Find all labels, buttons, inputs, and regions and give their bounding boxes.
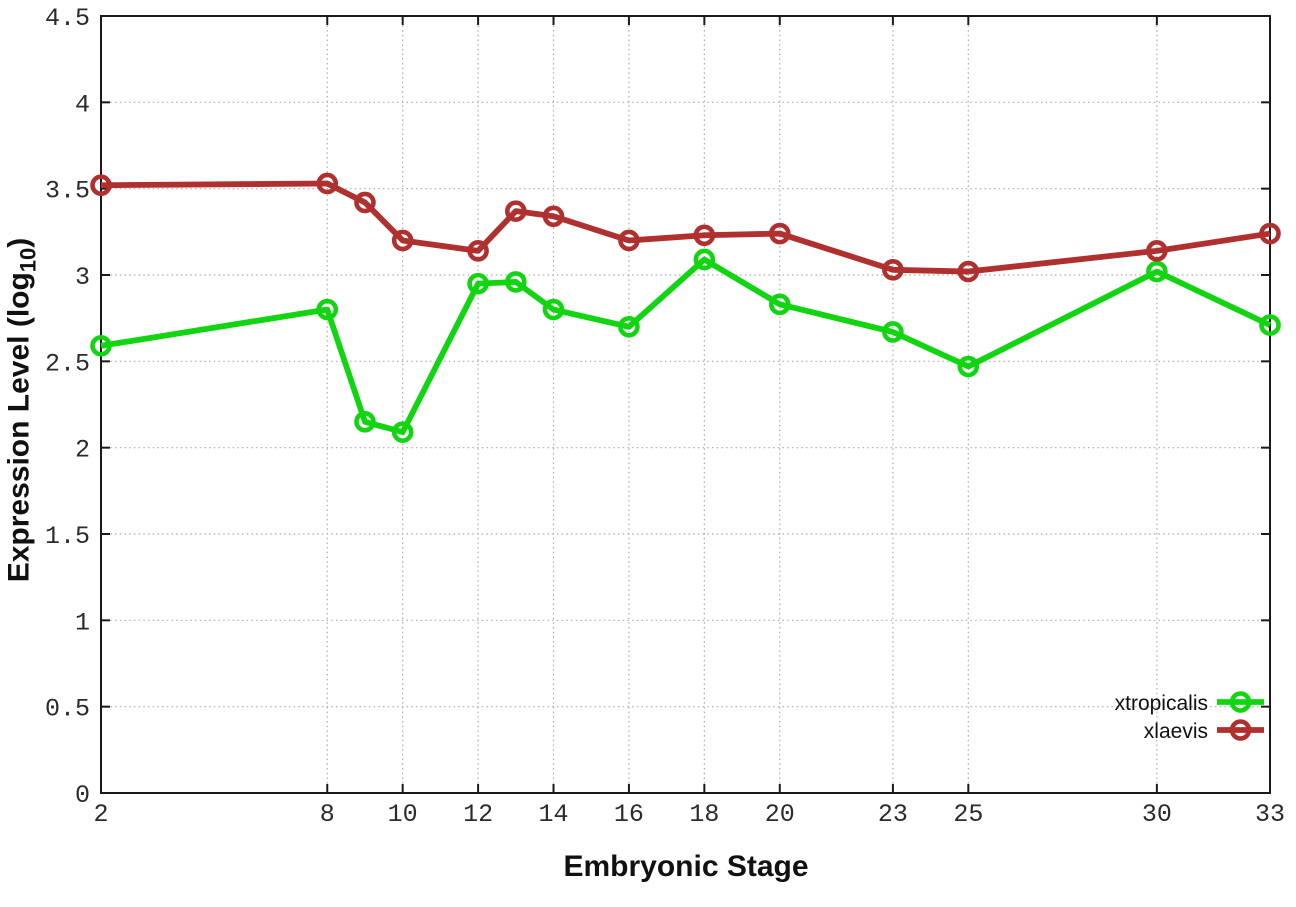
x-tick-label: 14 — [539, 800, 569, 829]
legend-label-xlaevis: xlaevis — [1144, 720, 1208, 743]
y-tick-label: 3.5 — [45, 177, 90, 206]
x-tick-label: 8 — [320, 800, 335, 829]
y-axis-title: Expression Level (log10) — [3, 238, 42, 583]
y-tick-label: 4 — [75, 90, 90, 119]
y-tick-label: 1.5 — [45, 522, 90, 551]
data-point-xlaevis — [1146, 240, 1168, 262]
data-point-xlaevis — [542, 205, 565, 228]
x-axis-title: Embryonic Stage — [563, 850, 809, 883]
y-tick-label: 0 — [75, 781, 90, 810]
y-axis-title-subscript: 10 — [15, 247, 41, 273]
y-tick-label: 0.5 — [45, 695, 90, 724]
data-point-xtropicalis — [1146, 260, 1168, 283]
series-xtropicalis — [90, 248, 1281, 443]
data-point-xlaevis — [391, 229, 414, 252]
data-point-xlaevis — [505, 200, 527, 222]
data-point-xlaevis — [882, 259, 904, 281]
legend-marker-xlaevis — [1229, 719, 1252, 741]
data-point-xtropicalis — [1259, 314, 1281, 336]
tick-labels: 2 8 10 12 14 16 18 20 23 25 30 33 0 0.5 1 1.5 2 2.5 3 3.5 4 4… — [45, 4, 1285, 829]
x-tick-label: 2 — [93, 800, 108, 829]
data-point-xlaevis — [467, 240, 489, 262]
data-point-xlaevis — [90, 174, 112, 197]
data-point-xtropicalis — [391, 421, 414, 443]
series-xlaevis — [90, 172, 1281, 283]
y-tick-label: 3 — [75, 263, 90, 292]
data-point-xlaevis — [618, 229, 640, 252]
x-tick-label: 25 — [953, 800, 983, 829]
data-point-xtropicalis — [354, 410, 376, 433]
y-axis-title-close: ) — [2, 237, 36, 248]
x-tick-label: 30 — [1142, 800, 1172, 829]
x-tick-label: 16 — [614, 800, 644, 829]
data-point-xlaevis — [693, 224, 716, 247]
y-axis-title-text: Expression Level (log — [2, 272, 36, 583]
data-point-xlaevis — [768, 222, 791, 245]
data-point-xtropicalis — [542, 298, 565, 321]
data-point-xtropicalis — [90, 334, 112, 357]
plot-border — [100, 15, 1271, 794]
x-tick-label: 10 — [388, 800, 418, 829]
data-point-xtropicalis — [768, 293, 791, 316]
data-point-xtropicalis — [618, 315, 640, 338]
y-tick-label: 2 — [75, 436, 90, 465]
x-tick-label: 33 — [1255, 800, 1285, 829]
data-point-xtropicalis — [505, 271, 527, 293]
tick-marks — [100, 15, 1271, 794]
data-point-xlaevis — [354, 191, 376, 214]
y-tick-label: 4.5 — [45, 4, 90, 33]
legend: xtropicalis xlaevis — [1115, 691, 1264, 743]
y-tick-label: 2.5 — [45, 349, 90, 378]
data-point-xlaevis — [957, 260, 980, 283]
series-line-xlaevis — [100, 180, 1271, 275]
x-tick-label: 23 — [878, 800, 908, 829]
gridlines — [100, 15, 1271, 794]
x-tick-label: 12 — [463, 800, 493, 829]
x-tick-label: 20 — [765, 800, 795, 829]
legend-marker-xtropicalis — [1229, 691, 1252, 713]
legend-label-xtropicalis: xtropicalis — [1115, 692, 1208, 715]
data-point-xlaevis — [1259, 222, 1281, 245]
data-point-xtropicalis — [957, 355, 980, 378]
data-point-xlaevis — [316, 172, 339, 195]
series-line-xtropicalis — [100, 256, 1272, 436]
y-tick-label: 1 — [75, 608, 90, 637]
data-point-xtropicalis — [693, 248, 716, 271]
x-tick-label: 18 — [689, 800, 719, 829]
data-point-xtropicalis — [467, 272, 489, 295]
data-point-xtropicalis — [882, 321, 904, 343]
data-point-xtropicalis — [316, 298, 339, 321]
